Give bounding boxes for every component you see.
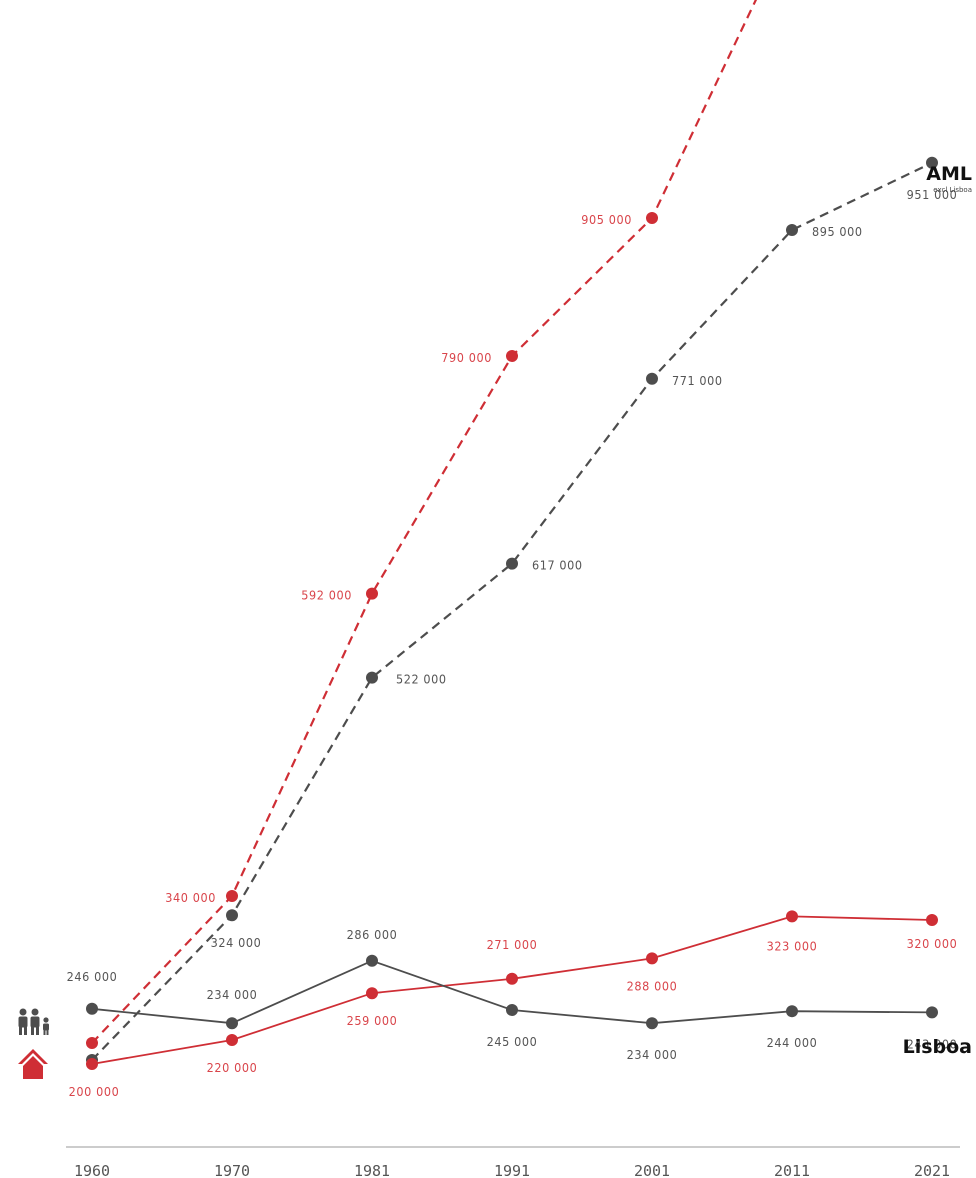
point-aml_red-1981 — [366, 587, 378, 600]
data-label-lisboa_red-2001: 288 000 — [627, 978, 678, 993]
data-label-lisboa_red-1991: 271 000 — [487, 937, 538, 952]
point-aml_red-1991 — [506, 350, 518, 362]
data-label-lisboa_red-1970: 220 000 — [207, 1060, 258, 1075]
data-label-lisboa_gray-2011: 244 000 — [767, 1035, 818, 1050]
data-label-lisboa_gray-1991: 245 000 — [487, 1034, 538, 1049]
data-label-lisboa_red-1960: 200 000 — [69, 1084, 120, 1099]
data-label-aml_gray-1970: 324 000 — [211, 935, 262, 950]
data-label-lisboa_gray-1960: 246 000 — [67, 969, 118, 984]
aml-series-label: AML — [926, 163, 972, 185]
point-aml_gray-2021 — [926, 156, 938, 169]
point-lisboa_gray-2001 — [646, 1017, 658, 1030]
point-lisboa_gray-2021 — [926, 1006, 938, 1019]
point-lisboa_red-1970 — [226, 1034, 238, 1046]
data-label-aml_gray-2021: 951 000 — [907, 187, 958, 202]
data-label-lisboa_red-1981: 259 000 — [347, 1013, 398, 1028]
point-lisboa_gray-1991 — [506, 1004, 518, 1016]
house-icon — [18, 1049, 48, 1079]
x-tick-label-1991: 1991 — [494, 1162, 530, 1178]
data-label-lisboa_gray-2021: 243 000 — [907, 1036, 958, 1051]
series-lines — [91, 0, 933, 1065]
data-label-aml_gray-1991: 617 000 — [532, 558, 583, 573]
lisboa-series-label: Lisboa — [903, 1036, 972, 1058]
x-axis-tick-labels: 1960 1970 1981 1991 2001 2011 2021 — [74, 1162, 950, 1178]
point-lisboa_red-1960 — [86, 1058, 98, 1070]
data-label-aml_red-1970: 340 000 — [165, 890, 216, 905]
point-aml_gray-2001 — [646, 372, 658, 385]
data-label-lisboa_red-2021: 320 000 — [907, 936, 958, 951]
point-aml_gray-1981 — [366, 671, 378, 684]
data-label-aml_red-1991: 790 000 — [441, 350, 492, 365]
data-label-lisboa_gray-1970: 234 000 — [207, 987, 258, 1002]
series-line-aml_red — [91, 0, 758, 1044]
point-lisboa_red-1991 — [506, 972, 518, 985]
point-lisboa_gray-1970 — [226, 1017, 238, 1030]
data-label-lisboa_red-2011: 323 000 — [767, 938, 818, 953]
family-icon — [18, 1008, 49, 1035]
point-aml_red-1970 — [226, 890, 238, 902]
point-lisboa_gray-2011 — [786, 1005, 798, 1018]
point-aml_gray-1970 — [226, 909, 238, 922]
x-tick-label-2011: 2011 — [774, 1162, 810, 1178]
point-aml_gray-1991 — [506, 557, 518, 570]
point-lisboa_red-2001 — [646, 952, 658, 965]
x-tick-label-1960: 1960 — [74, 1162, 110, 1178]
point-lisboa_red-2011 — [786, 910, 798, 923]
aml-series-sublabel: excl Lisboa — [933, 186, 972, 194]
point-lisboa_gray-1981 — [366, 954, 378, 967]
series-line-aml_gray — [91, 161, 933, 1061]
data-label-aml_gray-1981: 522 000 — [396, 672, 447, 687]
point-aml_red-2001 — [646, 212, 658, 224]
point-lisboa_gray-1960 — [86, 1002, 98, 1015]
data-label-aml_red-1981: 592 000 — [301, 588, 352, 603]
x-tick-label-2001: 2001 — [634, 1162, 670, 1178]
point-aml_gray-2011 — [786, 224, 798, 236]
point-lisboa_red-1981 — [366, 987, 378, 1000]
series-points — [86, 156, 938, 1070]
point-aml_red-origin — [86, 1037, 98, 1049]
data-label-aml_gray-2011: 895 000 — [812, 224, 863, 239]
data-label-lisboa_gray-2001: 234 000 — [627, 1047, 678, 1062]
x-tick-label-2021: 2021 — [914, 1162, 950, 1178]
x-tick-label-1970: 1970 — [214, 1162, 250, 1178]
point-lisboa_red-2021 — [926, 914, 938, 926]
x-tick-label-1981: 1981 — [354, 1162, 390, 1178]
data-label-aml_gray-2001: 771 000 — [672, 373, 723, 388]
data-label-aml_red-2001: 905 000 — [581, 212, 632, 227]
data-label-lisboa_gray-1981: 286 000 — [347, 927, 398, 942]
